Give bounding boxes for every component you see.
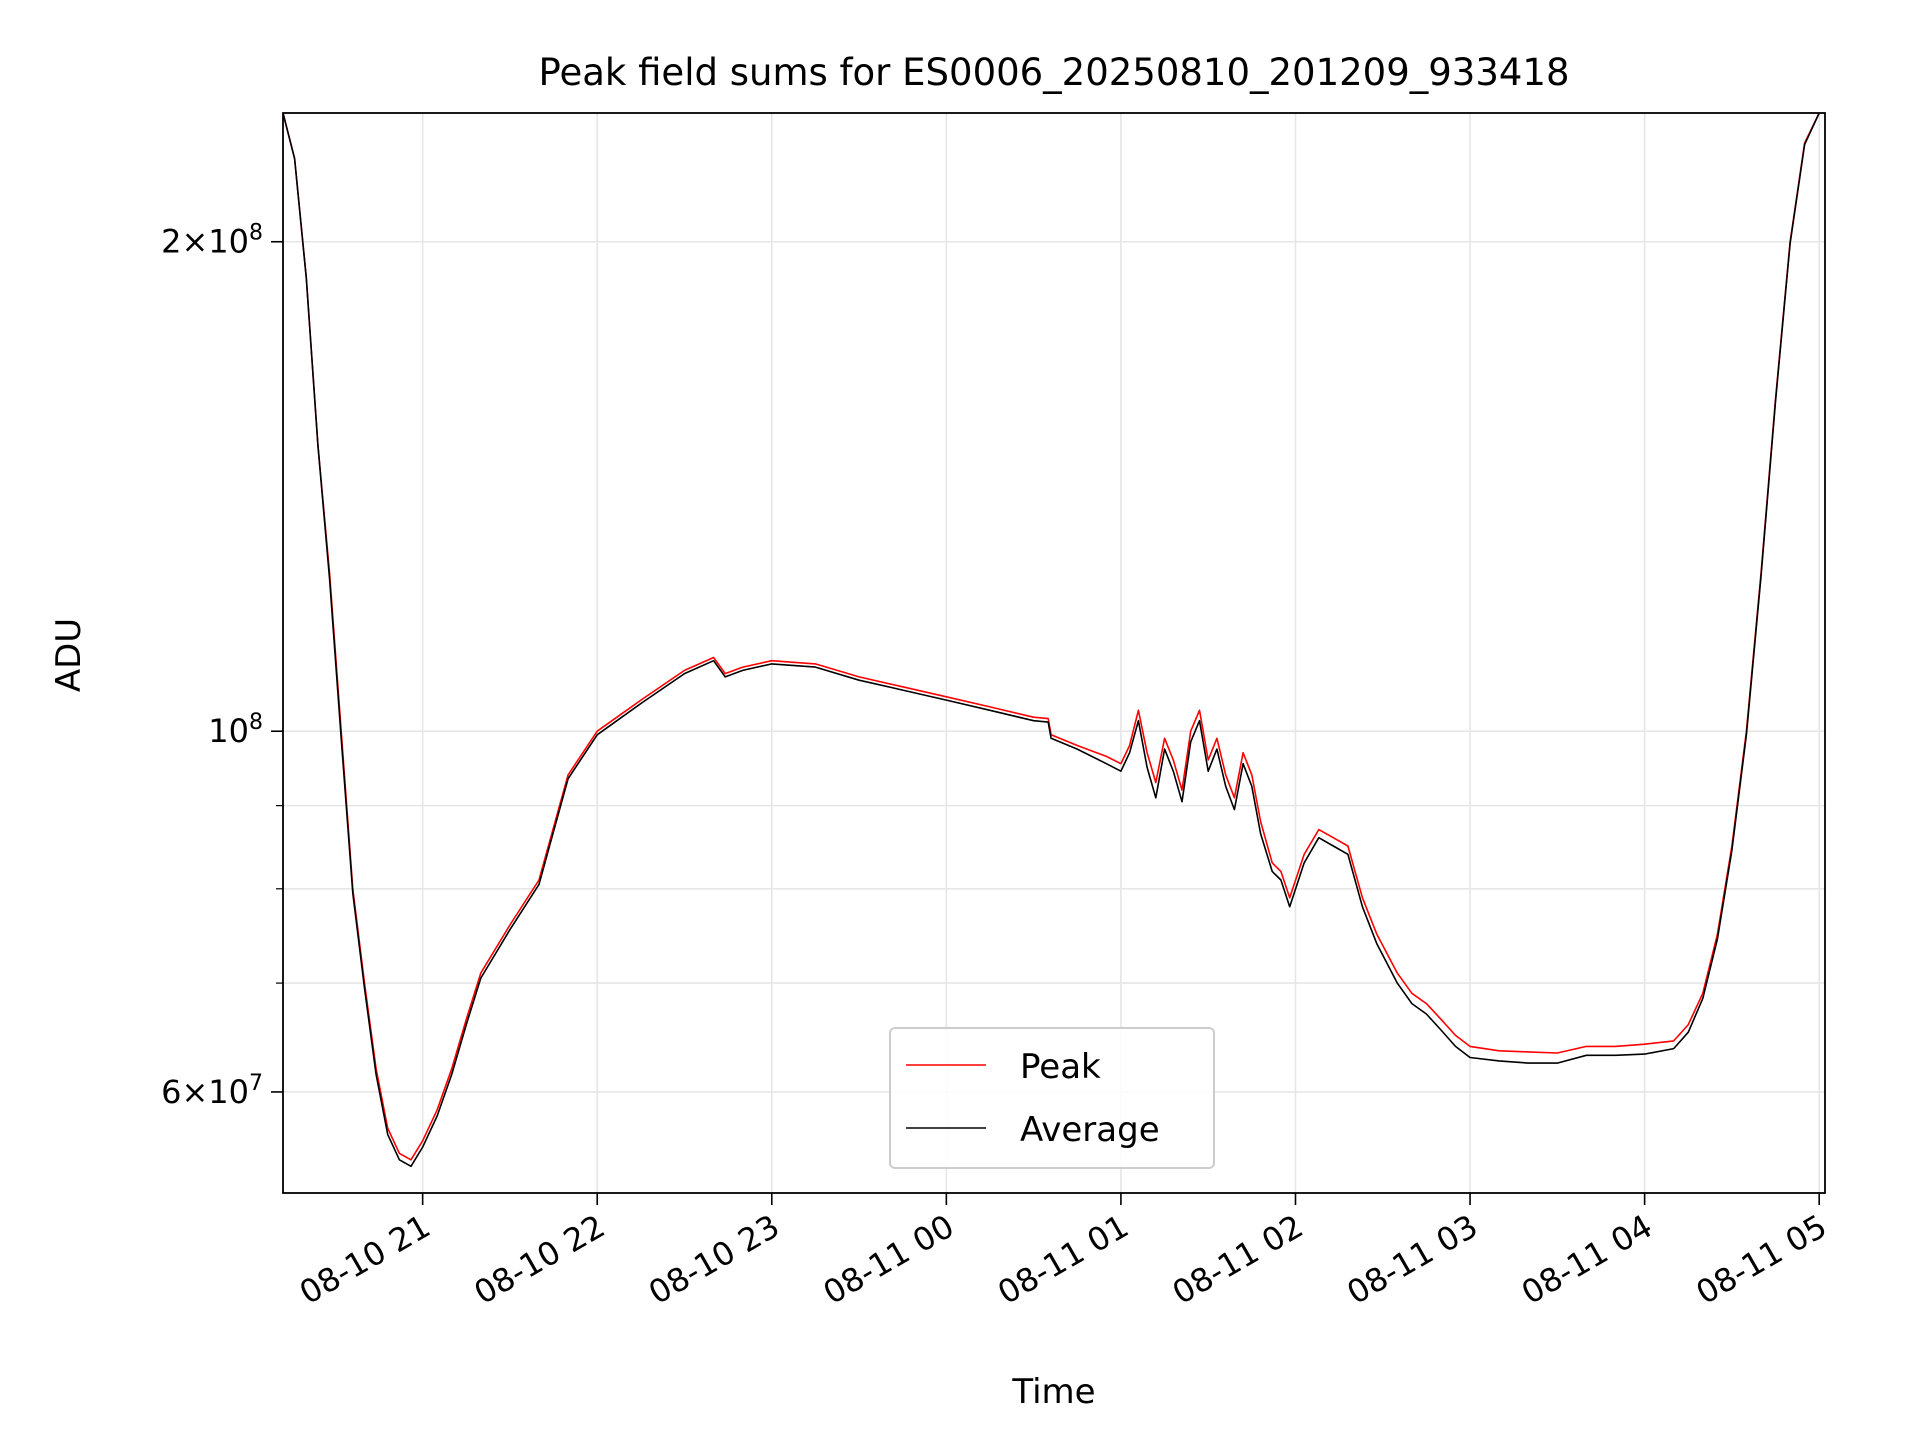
legend-label-peak: Peak [1020,1047,1101,1087]
x-axis-label: Time [1011,1372,1095,1412]
plot-frame [282,112,1826,1194]
y-tick-label: 2×108 [161,221,263,261]
y-axis-label: ADU [49,618,89,692]
series-layer [283,113,1820,1168]
y-axis: 2×108 108 6×107 [161,221,283,1111]
y-tick-label: 108 [208,710,263,750]
chart-title: Peak field sums for ES0006_20250810_2012… [539,51,1570,94]
legend-box [889,1027,1215,1169]
grid [283,113,1825,1193]
legend: Peak Average [889,1027,1215,1169]
series-line-peak [283,113,1820,1161]
y-tick-label: 6×107 [161,1071,263,1111]
series-line-average [283,113,1820,1168]
legend-label-average: Average [1020,1110,1160,1150]
